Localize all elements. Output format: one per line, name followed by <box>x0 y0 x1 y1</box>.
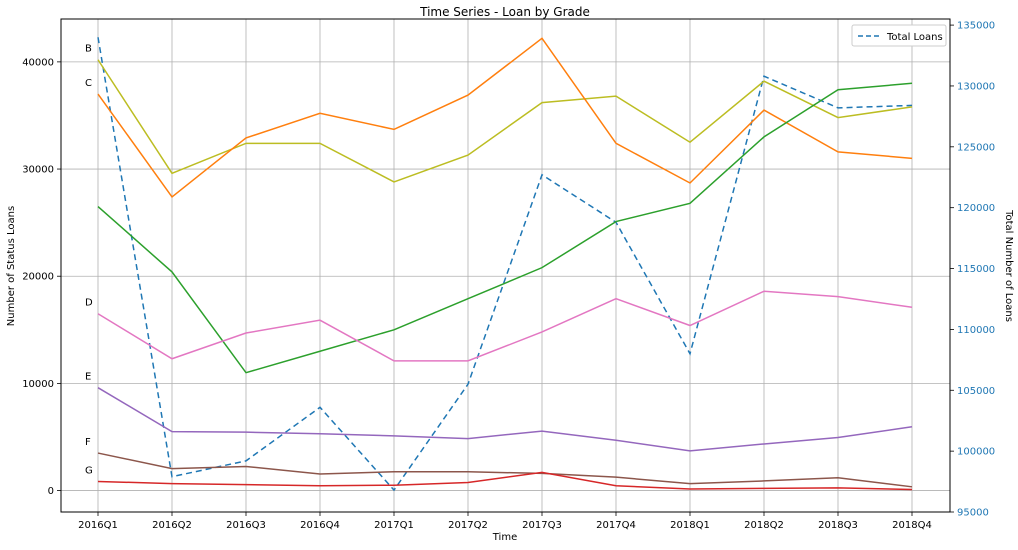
series-annotations: B C D E F G <box>85 44 93 477</box>
y-tick-label: 0 <box>48 486 54 497</box>
y2-tick-label: 110000 <box>957 325 995 336</box>
y-tick-label: 20000 <box>22 272 54 283</box>
x-tick-label: 2016Q1 <box>78 520 118 531</box>
x-axis: 2016Q1 2016Q2 2016Q3 2016Q4 2017Q1 2017Q2 2017… <box>78 512 932 531</box>
series-line-f <box>97 452 913 488</box>
x-tick-label: 2017Q4 <box>596 520 636 531</box>
series-line-g <box>97 471 913 491</box>
y2-tick-label: 125000 <box>957 142 995 153</box>
y-tick-label: 40000 <box>22 57 54 68</box>
x-tick-label: 2017Q2 <box>448 520 488 531</box>
y2-tick-label: 130000 <box>957 81 995 92</box>
annotation-d: D <box>85 298 93 309</box>
x-tick-label: 2016Q3 <box>226 520 266 531</box>
y-axis-left: 0 10000 20000 30000 40000 <box>22 57 61 497</box>
grid <box>61 19 950 512</box>
plot-lines <box>97 37 913 492</box>
series-line-c <box>97 37 913 198</box>
y-tick-label: 10000 <box>22 379 54 390</box>
y2-tick-label: 115000 <box>957 264 995 275</box>
annotation-c: C <box>85 78 92 89</box>
y-axis-label: Number of Status Loans <box>6 206 17 326</box>
y2-tick-label: 105000 <box>957 386 995 397</box>
plot-frame <box>60 18 951 513</box>
x-tick-label: 2016Q2 <box>152 520 192 531</box>
y2-tick-label: 100000 <box>957 447 995 458</box>
x-tick-label: 2016Q4 <box>300 520 340 531</box>
x-tick-label: 2018Q1 <box>670 520 710 531</box>
legend-label-total-loans: Total Loans <box>886 32 943 43</box>
series-line-e <box>97 387 913 452</box>
annotation-e: E <box>85 372 91 383</box>
y2-tick-label: 120000 <box>957 203 995 214</box>
x-tick-label: 2018Q2 <box>744 520 784 531</box>
y2-tick-label: 95000 <box>957 508 989 519</box>
legend-box <box>851 24 947 47</box>
x-tick-label: 2018Q3 <box>818 520 858 531</box>
x-tick-label: 2017Q1 <box>374 520 414 531</box>
series-line-d <box>97 290 913 362</box>
y2-tick-label: 135000 <box>957 21 995 32</box>
series-line-2 <box>97 82 913 374</box>
annotation-b: B <box>85 44 92 55</box>
annotation-f: F <box>85 437 91 448</box>
x-axis-label: Time <box>492 532 517 543</box>
y-tick-label: 30000 <box>22 165 54 176</box>
legend: Total Loans <box>851 24 947 47</box>
x-tick-label: 2018Q4 <box>892 520 932 531</box>
y-axis-right: 95000 100000 105000 110000 115000 120000 12500… <box>950 21 995 519</box>
series-line-total-loans <box>97 37 913 492</box>
y2-axis-label: Total Number of Loans <box>1003 209 1014 322</box>
x-tick-label: 2017Q3 <box>522 520 562 531</box>
chart-title: Time Series - Loan by Grade <box>419 5 590 19</box>
annotation-g: G <box>85 465 93 476</box>
